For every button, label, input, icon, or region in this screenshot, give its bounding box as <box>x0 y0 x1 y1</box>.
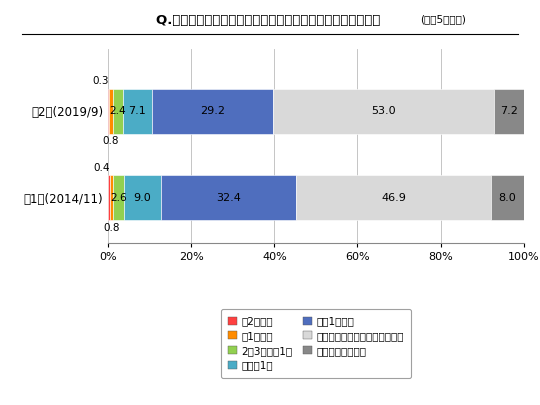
Text: 7.2: 7.2 <box>500 106 518 116</box>
Text: 2.6: 2.6 <box>110 193 127 203</box>
Text: 53.0: 53.0 <box>372 106 396 116</box>
Bar <box>108 89 109 134</box>
Text: 9.0: 9.0 <box>133 193 151 203</box>
Bar <box>110 175 113 220</box>
Bar <box>109 89 112 134</box>
Bar <box>491 175 524 220</box>
Text: 32.4: 32.4 <box>216 193 241 203</box>
Bar <box>296 175 491 220</box>
Text: Q.遊園地・テーマパークにどのくらいの頻度で行きますか？: Q.遊園地・テーマパークにどのくらいの頻度で行きますか？ <box>156 14 384 27</box>
Bar <box>494 89 524 134</box>
Bar <box>123 89 152 134</box>
Bar <box>108 175 110 220</box>
Text: (直近5年以内): (直近5年以内) <box>420 14 465 24</box>
Text: 46.9: 46.9 <box>381 193 406 203</box>
Bar <box>124 175 161 220</box>
Bar <box>113 175 124 220</box>
Text: 8.0: 8.0 <box>499 193 516 203</box>
Text: 0.8: 0.8 <box>103 223 119 233</box>
Bar <box>161 175 296 220</box>
Text: 0.8: 0.8 <box>103 136 119 146</box>
Text: 7.1: 7.1 <box>129 106 146 116</box>
Text: 2.4: 2.4 <box>109 106 126 116</box>
Text: 0.3: 0.3 <box>93 76 109 86</box>
Bar <box>112 89 123 134</box>
Bar <box>152 89 273 134</box>
Text: 0.4: 0.4 <box>93 163 110 173</box>
Text: 29.2: 29.2 <box>200 106 225 116</box>
Bar <box>273 89 494 134</box>
Legend: 月2回以上, 月1回程度, 2～3ヶ月に1回, 半年に1回, 年に1回以下, 直近５年以内には行っていない, 行ったことはない: 月2回以上, 月1回程度, 2～3ヶ月に1回, 半年に1回, 年に1回以下, 直… <box>220 309 411 378</box>
